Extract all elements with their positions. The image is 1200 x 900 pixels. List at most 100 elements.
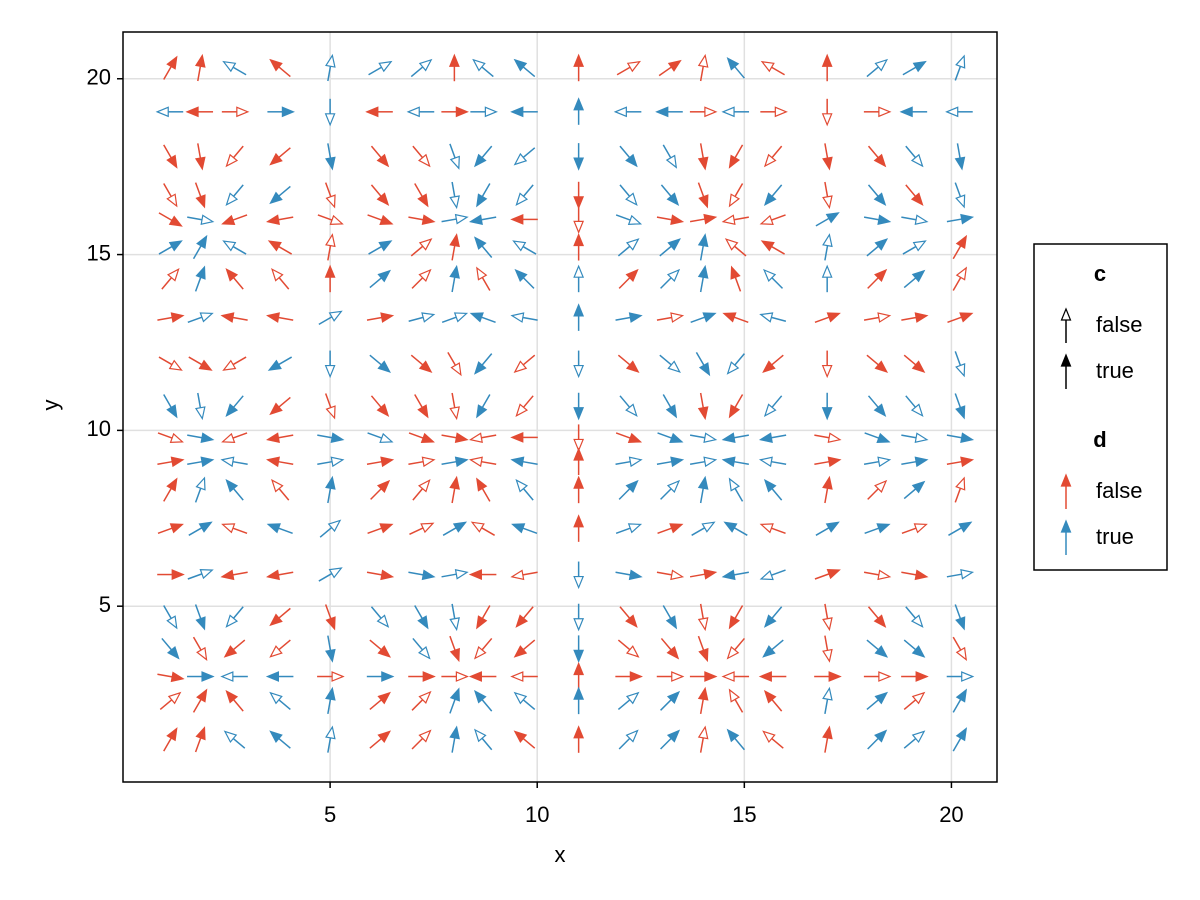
arrow-shaft: [410, 66, 424, 78]
arrow-head: [955, 476, 966, 491]
arrow: [573, 561, 585, 590]
arrow: [660, 479, 681, 500]
arrow-shaft: [954, 351, 962, 366]
arrow-head: [627, 214, 643, 225]
arrow-head: [960, 432, 975, 443]
arrow-head: [476, 477, 488, 492]
arrow-shaft: [414, 183, 423, 197]
arrow-shaft: [192, 699, 202, 713]
arrow-head: [225, 192, 239, 206]
arrow-shaft: [278, 434, 294, 439]
arrow-shaft: [905, 395, 917, 408]
arrow-shaft: [660, 637, 672, 651]
arrow-head: [1060, 473, 1072, 487]
arrow-head: [873, 614, 887, 628]
arrow-shaft: [689, 573, 706, 578]
arrow-head: [955, 405, 966, 420]
arrow: [762, 354, 784, 373]
arrow: [157, 671, 185, 683]
arrow-head: [325, 475, 336, 490]
arrow-head: [484, 106, 498, 118]
arrow-head: [703, 456, 718, 468]
arrow: [513, 639, 536, 658]
arrow-shaft: [903, 639, 917, 651]
arrow: [662, 394, 678, 419]
arrow-head: [168, 240, 183, 252]
arrow: [726, 728, 745, 751]
arrow: [763, 268, 784, 289]
arrow: [573, 392, 585, 421]
arrow-shaft: [278, 699, 291, 711]
arrow: [902, 240, 927, 255]
arrow-shaft: [952, 277, 962, 291]
arrow-head: [697, 475, 709, 490]
arrow-shaft: [368, 66, 382, 76]
arrow-head: [629, 671, 643, 682]
arrow-shaft: [952, 737, 962, 752]
arrow-shaft: [522, 737, 536, 749]
arrow-head: [376, 192, 390, 206]
arrow-shaft: [771, 145, 783, 159]
arrow-shaft: [447, 351, 457, 366]
arrow-head: [476, 615, 488, 630]
arrow: [657, 523, 684, 534]
arrow-head: [721, 432, 736, 443]
arrow-head: [378, 240, 393, 252]
arrow-shaft: [734, 144, 744, 159]
arrow-head: [613, 106, 627, 118]
arrow-head: [667, 59, 682, 72]
arrow-head: [454, 432, 469, 443]
arrow: [905, 145, 924, 168]
arrow: [662, 144, 678, 169]
arrow-head: [763, 268, 777, 283]
arrow-head: [728, 615, 741, 630]
arrow-shaft: [410, 354, 424, 366]
arrow-head: [512, 240, 527, 252]
arrow-head: [225, 153, 239, 168]
arrow: [573, 232, 585, 261]
arrow-shaft: [952, 245, 962, 260]
arrow-shaft: [660, 184, 672, 197]
arrow: [441, 213, 469, 225]
arrow: [689, 432, 718, 443]
arrow: [510, 312, 538, 323]
arrow-shaft: [771, 460, 787, 466]
arrow-head: [911, 645, 926, 658]
arrow-shaft: [161, 637, 173, 651]
arrow: [863, 671, 892, 682]
grid: [123, 32, 997, 782]
arrow: [697, 143, 709, 171]
arrow-head: [266, 214, 280, 225]
arrow-shaft: [901, 527, 917, 534]
arrow-head: [510, 106, 524, 118]
arrow: [441, 106, 469, 118]
arrow: [901, 523, 928, 534]
arrow-shaft: [481, 737, 493, 751]
arrow-shaft: [734, 699, 744, 713]
arrow-shaft: [619, 184, 631, 197]
arrow: [721, 456, 749, 468]
legend-title: d: [1093, 427, 1106, 452]
arrow-shaft: [278, 737, 291, 749]
arrow-shaft: [771, 395, 783, 408]
arrow-head: [625, 192, 638, 206]
arrow-shaft: [867, 737, 879, 750]
arrow-head: [469, 214, 483, 225]
arrow-shaft: [771, 66, 785, 76]
arrow-head: [763, 153, 777, 168]
arrow-shaft: [733, 316, 749, 324]
arrow: [615, 456, 643, 468]
x-tick-label: 10: [525, 802, 549, 827]
arrow: [659, 354, 681, 373]
arrow: [573, 686, 585, 715]
arrow: [468, 671, 497, 682]
arrow: [317, 432, 345, 443]
arrow: [515, 478, 534, 501]
arrow-shaft: [197, 392, 202, 408]
arrow: [697, 475, 709, 504]
legend-label: true: [1096, 358, 1134, 383]
arrow-shaft: [232, 606, 244, 619]
arrow: [867, 145, 887, 168]
arrow-shaft: [656, 316, 672, 321]
arrow-shaft: [278, 607, 291, 619]
